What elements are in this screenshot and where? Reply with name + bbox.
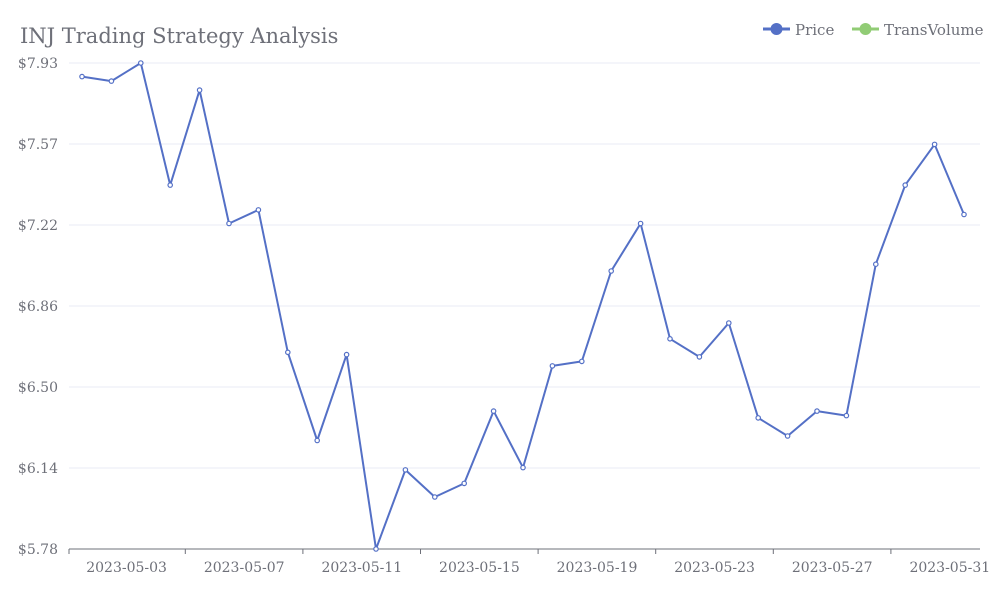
chart-title: INJ Trading Strategy Analysis bbox=[20, 24, 338, 48]
data-point[interactable] bbox=[784, 433, 791, 439]
legend-swatch-transvolume-dot bbox=[859, 23, 872, 35]
data-point[interactable] bbox=[343, 351, 350, 358]
legend-label-price: Price bbox=[795, 21, 834, 39]
data-point[interactable] bbox=[314, 437, 321, 444]
legend: Price TransVolume bbox=[763, 21, 984, 39]
x-tick-label: 2023-05-19 bbox=[557, 560, 638, 576]
data-point[interactable] bbox=[578, 358, 585, 365]
y-tick-label: $7.22 bbox=[18, 218, 58, 234]
data-point[interactable] bbox=[931, 141, 938, 148]
x-tick-label: 2023-05-11 bbox=[321, 560, 402, 576]
x-tick-label: 2023-05-31 bbox=[909, 560, 990, 576]
data-point[interactable] bbox=[490, 408, 497, 414]
data-point[interactable] bbox=[755, 415, 762, 421]
legend-item-price[interactable]: Price bbox=[763, 21, 834, 39]
data-point[interactable] bbox=[461, 480, 468, 487]
data-point[interactable] bbox=[108, 78, 115, 84]
data-point[interactable] bbox=[608, 268, 615, 274]
data-point[interactable] bbox=[696, 354, 703, 360]
y-tick-label: $6.50 bbox=[18, 380, 58, 396]
data-point[interactable] bbox=[725, 320, 732, 326]
data-point[interactable] bbox=[255, 207, 262, 213]
data-point[interactable] bbox=[402, 467, 409, 473]
data-point[interactable] bbox=[167, 182, 174, 188]
data-point[interactable] bbox=[902, 182, 909, 188]
data-point[interactable] bbox=[872, 261, 879, 268]
legend-label-transvolume: TransVolume bbox=[884, 21, 984, 39]
series-layer bbox=[79, 60, 967, 552]
y-axis: $5.78 $6.14 $6.50 $6.86 $7.22 $7.57 $7.93 bbox=[18, 56, 58, 558]
x-tick-label: 2023-05-07 bbox=[204, 560, 285, 576]
y-tick-label: $7.57 bbox=[18, 137, 58, 153]
data-point[interactable] bbox=[373, 546, 379, 552]
data-point[interactable] bbox=[138, 60, 144, 66]
data-point[interactable] bbox=[284, 349, 291, 356]
data-point[interactable] bbox=[431, 494, 438, 500]
x-tick-label: 2023-05-23 bbox=[674, 560, 755, 576]
y-tick-label: $5.78 bbox=[18, 542, 58, 558]
data-point[interactable] bbox=[667, 335, 673, 342]
grid bbox=[69, 62, 980, 469]
data-point[interactable] bbox=[79, 73, 85, 80]
data-point[interactable] bbox=[226, 220, 232, 227]
data-point[interactable] bbox=[637, 220, 644, 227]
y-tick-label: $7.93 bbox=[18, 56, 58, 72]
data-point[interactable] bbox=[549, 363, 556, 369]
legend-item-transvolume[interactable]: TransVolume bbox=[852, 21, 984, 39]
data-point[interactable] bbox=[843, 412, 850, 419]
data-point[interactable] bbox=[961, 211, 967, 218]
data-point[interactable] bbox=[814, 408, 820, 414]
data-point[interactable] bbox=[520, 464, 526, 471]
x-tick-label: 2023-05-03 bbox=[86, 560, 167, 576]
data-point[interactable] bbox=[196, 87, 203, 93]
x-tick-label: 2023-05-15 bbox=[439, 560, 520, 576]
x-axis: 2023-05-03 2023-05-07 2023-05-11 2023-05-15… bbox=[68, 548, 990, 576]
y-tick-label: $6.86 bbox=[18, 299, 58, 315]
x-tick-label: 2023-05-27 bbox=[792, 560, 873, 576]
y-tick-label: $6.14 bbox=[18, 461, 58, 477]
legend-swatch-price-dot bbox=[770, 23, 783, 35]
